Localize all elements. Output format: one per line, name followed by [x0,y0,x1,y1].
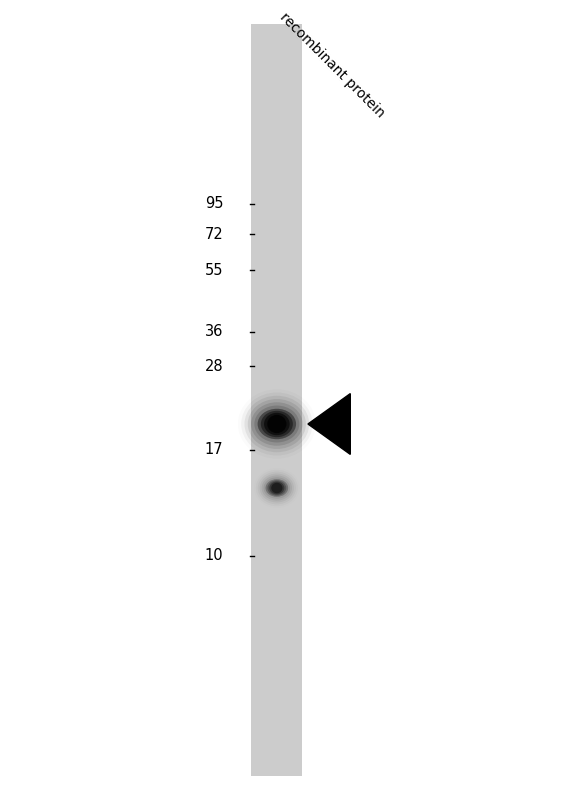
Ellipse shape [264,413,290,435]
Ellipse shape [270,482,284,494]
Ellipse shape [262,475,292,501]
Ellipse shape [258,409,296,439]
Text: 17: 17 [205,442,223,457]
Text: 36: 36 [205,325,223,339]
Bar [251,24,302,776]
Text: 55: 55 [205,263,223,278]
Ellipse shape [267,415,286,433]
Text: recombinant protein: recombinant protein [277,10,387,120]
Text: 28: 28 [205,359,223,374]
Ellipse shape [248,399,306,449]
Ellipse shape [245,396,309,452]
Ellipse shape [258,409,296,439]
Text: 72: 72 [205,227,223,242]
Ellipse shape [267,480,286,496]
Ellipse shape [251,402,303,446]
Ellipse shape [266,479,288,497]
Text: 95: 95 [205,197,223,211]
Text: 10: 10 [205,549,223,563]
Ellipse shape [260,474,294,502]
Ellipse shape [264,478,290,498]
Ellipse shape [266,479,288,497]
Polygon shape [308,394,350,454]
Ellipse shape [254,406,299,442]
Ellipse shape [271,482,282,494]
Ellipse shape [261,411,293,437]
